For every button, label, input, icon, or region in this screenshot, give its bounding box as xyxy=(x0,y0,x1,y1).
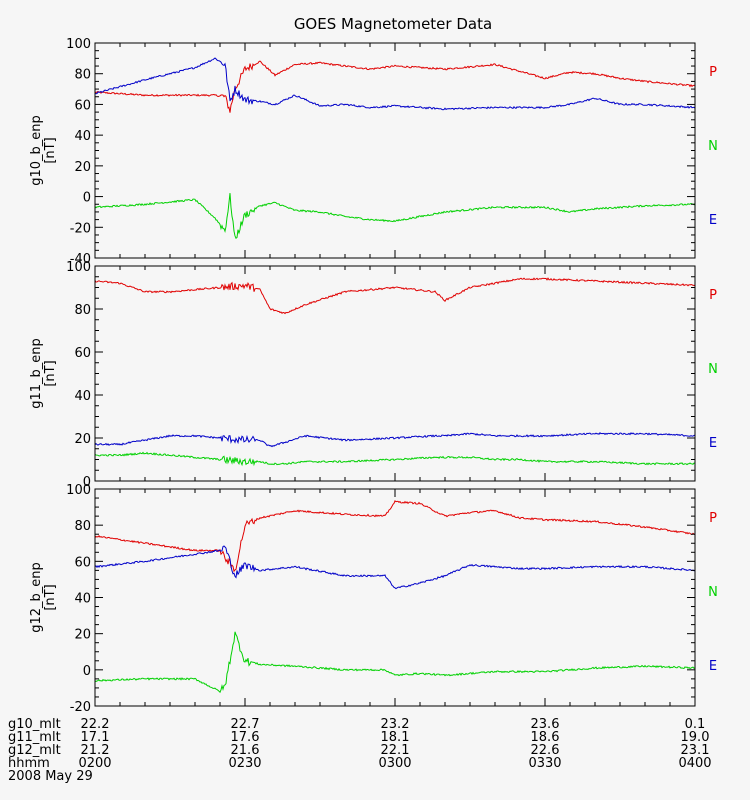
y-tick-label: 40 xyxy=(74,592,91,607)
footer-value: 17.1 xyxy=(81,730,110,745)
footer-value: 18.6 xyxy=(531,730,560,745)
legend-p: P xyxy=(709,288,717,303)
panel-g10_b_enp: -40 -20 0 20 40 60 80 100 g10_b_enp [nT] P N E xyxy=(29,37,718,267)
series-line-e xyxy=(95,545,695,590)
footer-value: 19.0 xyxy=(681,730,710,745)
y-axis-label: g11_b_enp xyxy=(29,338,44,409)
y-tick-label: 40 xyxy=(74,129,91,144)
footer-row-label: g10_mlt xyxy=(8,717,61,732)
y-axis-label: g10_b_enp xyxy=(29,115,44,186)
footer-value: 22.7 xyxy=(231,717,260,732)
y-tick-label: 0 xyxy=(83,191,91,206)
footer-value: 23.1 xyxy=(681,743,710,758)
y-tick-label: 100 xyxy=(66,37,91,52)
legend-n: N xyxy=(708,362,718,377)
legend-e: E xyxy=(709,213,717,228)
series-line-p xyxy=(95,60,695,113)
footer-value: 0330 xyxy=(528,756,561,771)
y-axis-label: g12_b_enp xyxy=(29,562,44,633)
y-tick-label: 100 xyxy=(66,260,91,275)
y-tick-label: 60 xyxy=(74,98,91,113)
y-tick-label: 80 xyxy=(74,68,91,83)
series-line-e xyxy=(95,57,695,111)
footer-value: 0230 xyxy=(228,756,261,771)
footer-value: 17.6 xyxy=(231,730,260,745)
footer-date: 2008 May 29 xyxy=(8,769,93,784)
footer-value: 0300 xyxy=(378,756,411,771)
y-tick-label: 0 xyxy=(83,664,91,679)
y-axis-unit: [nT] xyxy=(43,360,58,386)
footer-value: 21.6 xyxy=(231,743,260,758)
footer-row-label: g12_mlt xyxy=(8,743,61,758)
footer-value: 23.6 xyxy=(531,717,560,732)
legend-p: P xyxy=(709,511,717,526)
panel-g11_b_enp: 0 20 40 60 80 100 g11_b_enp [nT] P N E xyxy=(29,260,718,490)
footer-value: 0200 xyxy=(78,756,111,771)
legend-e: E xyxy=(709,436,717,451)
y-tick-label: 20 xyxy=(74,432,91,447)
y-tick-label: 20 xyxy=(74,628,91,643)
y-tick-label: -40 xyxy=(70,252,91,267)
legend-n: N xyxy=(708,585,718,600)
series-line-n xyxy=(95,193,695,239)
footer-value: 22.2 xyxy=(81,717,110,732)
y-tick-label: 0 xyxy=(83,475,91,490)
series-line-p xyxy=(95,499,695,573)
footer-value: 22.6 xyxy=(531,743,560,758)
y-tick-label: 80 xyxy=(74,519,91,534)
footer-value: 0.1 xyxy=(685,717,706,732)
footer-value: 0400 xyxy=(678,756,711,771)
footer-row-label: hhmm xyxy=(8,756,50,771)
panel-g12_b_enp: -20 0 20 40 60 80 100 g12_b_enp [nT] P N E xyxy=(29,483,718,715)
y-tick-label: 20 xyxy=(74,160,91,175)
footer-value: 21.2 xyxy=(81,743,110,758)
legend-p: P xyxy=(709,65,717,80)
footer-value: 18.1 xyxy=(381,730,410,745)
footer-value: 22.1 xyxy=(381,743,410,758)
y-tick-label: 100 xyxy=(66,483,91,498)
y-axis-unit: [nT] xyxy=(43,584,58,610)
time-axis-footer: g10_mlt 22.2 22.7 23.2 23.6 0.1 g11_mlt 17.1 17.… xyxy=(8,717,712,784)
y-tick-label: 80 xyxy=(74,303,91,318)
footer-value: 23.2 xyxy=(381,717,410,732)
series-line-e xyxy=(95,432,695,448)
legend-n: N xyxy=(708,139,718,154)
chart-title: GOES Magnetometer Data xyxy=(294,15,492,33)
y-axis-unit: [nT] xyxy=(43,137,58,163)
legend-e: E xyxy=(709,659,717,674)
y-tick-label: 60 xyxy=(74,555,91,570)
footer-row-label: g11_mlt xyxy=(8,730,61,745)
y-tick-label: 40 xyxy=(74,389,91,404)
series-line-n xyxy=(95,451,695,467)
y-tick-label: 60 xyxy=(74,346,91,361)
y-tick-label: -20 xyxy=(70,221,91,236)
series-line-p xyxy=(95,277,695,315)
y-tick-label: -20 xyxy=(70,700,91,715)
series-line-n xyxy=(95,631,695,694)
